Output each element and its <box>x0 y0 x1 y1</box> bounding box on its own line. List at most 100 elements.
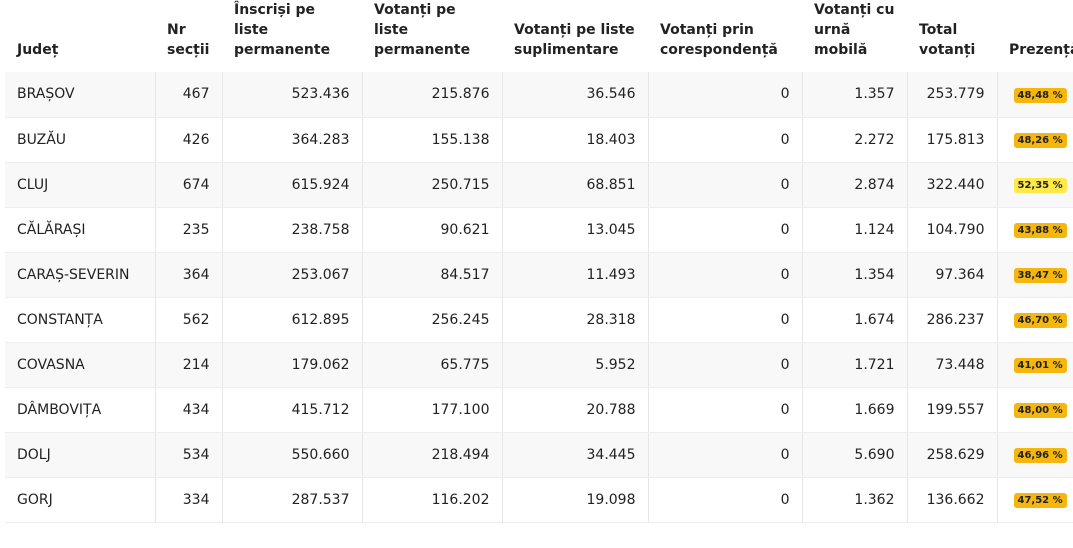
county-cell: CONSTANȚA <box>5 297 155 343</box>
number-cell: 0 <box>647 477 802 523</box>
presence-cell: 52,35 % <box>996 162 1073 208</box>
presence-cell: 48,26 % <box>996 117 1073 163</box>
number-cell: 1.721 <box>801 342 907 388</box>
table-row: DÂMBOVIȚA 434 415.712 177.100 20.788 0 1.669 19… <box>5 387 1073 433</box>
results-table: Județ Nr secții Înscriși pe liste permanen… <box>5 0 1073 523</box>
number-cell: 179.062 <box>221 342 362 388</box>
table-row: COVASNA 214 179.062 65.775 5.952 0 1.721 73.448… <box>5 342 1073 388</box>
number-cell: 250.715 <box>361 162 502 208</box>
presence-cell: 47,52 % <box>996 477 1073 523</box>
presence-cell: 48,48 % <box>996 72 1073 118</box>
column-header: Județ <box>17 42 59 58</box>
county-cell: CLUJ <box>5 162 155 208</box>
number-cell: 28.318 <box>501 297 648 343</box>
number-cell: 68.851 <box>501 162 648 208</box>
presence-cell: 43,88 % <box>996 207 1073 253</box>
number-cell: 2.874 <box>801 162 907 208</box>
number-cell: 322.440 <box>906 162 997 208</box>
number-cell: 218.494 <box>361 432 502 478</box>
presence-badge: 48,48 % <box>1013 87 1067 103</box>
number-cell: 0 <box>647 432 802 478</box>
column-header: Votanți pe liste permanente <box>374 2 471 58</box>
column-header: Prezență <box>1009 42 1073 58</box>
number-cell: 34.445 <box>501 432 648 478</box>
presence-cell: 41,01 % <box>996 342 1073 388</box>
presence-badge: 48,00 % <box>1013 403 1067 418</box>
number-cell: 426 <box>154 117 222 163</box>
table-row: BRAȘOV 467 523.436 215.876 36.546 0 1.357 253.7… <box>5 72 1073 118</box>
number-cell: 238.758 <box>221 207 362 253</box>
presence-cell: 48,00 % <box>996 387 1073 433</box>
number-cell: 0 <box>647 387 802 433</box>
table-row: CONSTANȚA 562 612.895 256.245 28.318 0 1.674 28… <box>5 297 1073 343</box>
county-cell: GORJ <box>5 477 155 523</box>
presence-badge: 47,52 % <box>1013 493 1067 508</box>
number-cell: 1.354 <box>801 252 907 298</box>
number-cell: 2.272 <box>801 117 907 163</box>
number-cell: 36.546 <box>501 72 648 118</box>
number-cell: 65.775 <box>361 342 502 388</box>
number-cell: 214 <box>154 342 222 388</box>
number-cell: 97.364 <box>906 252 997 298</box>
presence-badge: 38,47 % <box>1013 268 1067 283</box>
column-header: Votanți prin corespondență <box>660 22 778 58</box>
number-cell: 155.138 <box>361 117 502 163</box>
table-row: CLUJ 674 615.924 250.715 68.851 0 2.874 322.440… <box>5 162 1073 208</box>
number-cell: 1.357 <box>801 72 907 118</box>
number-cell: 90.621 <box>361 207 502 253</box>
number-cell: 0 <box>647 162 802 208</box>
number-cell: 256.245 <box>361 297 502 343</box>
column-header: Nr secții <box>167 22 210 58</box>
number-cell: 199.557 <box>906 387 997 433</box>
number-cell: 11.493 <box>501 252 648 298</box>
number-cell: 1.124 <box>801 207 907 253</box>
number-cell: 235 <box>154 207 222 253</box>
county-cell: DÂMBOVIȚA <box>5 387 155 433</box>
presence-badge: 41,01 % <box>1013 358 1067 373</box>
number-cell: 215.876 <box>361 72 502 118</box>
number-cell: 1.362 <box>801 477 907 523</box>
county-cell: COVASNA <box>5 342 155 388</box>
number-cell: 177.100 <box>361 387 502 433</box>
county-cell: DOLJ <box>5 432 155 478</box>
number-cell: 0 <box>647 117 802 163</box>
number-cell: 258.629 <box>906 432 997 478</box>
number-cell: 18.403 <box>501 117 648 163</box>
number-cell: 550.660 <box>221 432 362 478</box>
presence-cell: 46,70 % <box>996 297 1073 343</box>
number-cell: 0 <box>647 252 802 298</box>
presence-badge: 46,70 % <box>1013 313 1067 328</box>
number-cell: 0 <box>647 342 802 388</box>
number-cell: 253.779 <box>906 72 997 118</box>
column-header: Înscriși pe liste permanente <box>234 2 331 58</box>
table-row: CĂLĂRAȘI 235 238.758 90.621 13.045 0 1.124 104.… <box>5 207 1073 253</box>
number-cell: 175.813 <box>906 117 997 163</box>
number-cell: 534 <box>154 432 222 478</box>
county-cell: BRAȘOV <box>5 72 155 118</box>
number-cell: 20.788 <box>501 387 648 433</box>
number-cell: 73.448 <box>906 342 997 388</box>
number-cell: 0 <box>647 297 802 343</box>
column-header: Votanți cu urnă mobilă <box>814 2 895 58</box>
number-cell: 19.098 <box>501 477 648 523</box>
presence-cell: 38,47 % <box>996 252 1073 298</box>
column-header: Total votanți <box>919 22 976 58</box>
number-cell: 0 <box>647 72 802 118</box>
number-cell: 5.952 <box>501 342 648 388</box>
number-cell: 674 <box>154 162 222 208</box>
number-cell: 104.790 <box>906 207 997 253</box>
number-cell: 334 <box>154 477 222 523</box>
number-cell: 253.067 <box>221 252 362 298</box>
number-cell: 364.283 <box>221 117 362 163</box>
number-cell: 116.202 <box>361 477 502 523</box>
number-cell: 562 <box>154 297 222 343</box>
presence-badge: 46,96 % <box>1013 448 1067 463</box>
number-cell: 13.045 <box>501 207 648 253</box>
table-row: BUZĂU 426 364.283 155.138 18.403 0 2.272 175.81… <box>5 117 1073 163</box>
table-row: CARAȘ-SEVERIN 364 253.067 84.517 11.493 0 1.35… <box>5 252 1073 298</box>
table-body: BRAȘOV 467 523.436 215.876 36.546 0 1.357 253.7… <box>5 72 1073 523</box>
number-cell: 1.674 <box>801 297 907 343</box>
number-cell: 286.237 <box>906 297 997 343</box>
header-row: Județ Nr secții Înscriși pe liste permanen… <box>5 0 1073 72</box>
